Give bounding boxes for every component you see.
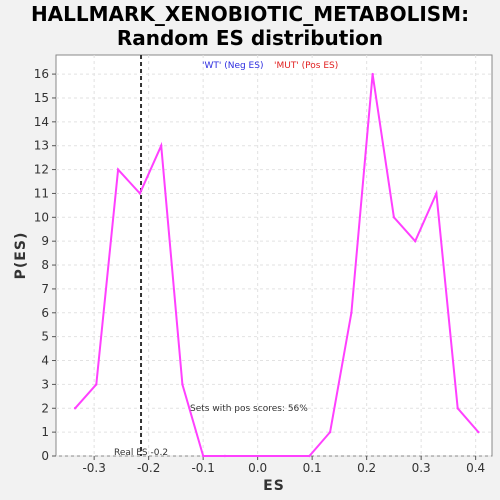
y-tick-label: 11 <box>34 186 49 200</box>
y-tick-label: 3 <box>41 377 49 391</box>
data-point <box>413 239 417 243</box>
y-tick-label: 13 <box>34 139 49 153</box>
x-tick-label: -0.1 <box>191 461 214 475</box>
data-point <box>477 430 480 434</box>
x-tick-label: 0.3 <box>412 461 431 475</box>
y-tick-label: 1 <box>41 425 49 439</box>
data-point <box>223 454 227 458</box>
x-tick-label: 0.0 <box>248 461 267 475</box>
y-tick-label: 8 <box>41 258 49 272</box>
data-point <box>159 144 163 147</box>
data-point <box>371 72 374 76</box>
grid-lines <box>56 55 492 457</box>
y-tick-label: 9 <box>41 234 49 248</box>
y-tick-label: 2 <box>41 401 49 415</box>
plot-area <box>55 54 493 457</box>
x-tick-label: 0.1 <box>303 461 322 475</box>
data-point <box>350 311 353 314</box>
y-tick-label: 0 <box>41 449 49 463</box>
data-point <box>73 407 77 410</box>
y-tick-label: 10 <box>34 210 49 224</box>
x-tick-label: -0.2 <box>137 461 160 475</box>
data-point <box>116 168 120 171</box>
y-tick-label: 16 <box>34 67 49 81</box>
y-tick-label: 7 <box>41 282 49 296</box>
data-point <box>95 383 98 386</box>
y-tick-label: 14 <box>34 115 49 129</box>
series-group <box>73 72 480 458</box>
x-tick-label: 0.4 <box>466 461 485 475</box>
legend-neg-label: 'WT' (Neg ES) <box>202 61 263 71</box>
data-point <box>138 192 142 195</box>
y-tick-label: 5 <box>41 330 49 344</box>
legend-pos-label: 'MUT' (Pos ES) <box>274 61 338 71</box>
data-point <box>181 383 184 386</box>
y-tick-label: 6 <box>41 306 49 320</box>
x-axis-title: ES <box>263 478 285 494</box>
y-axis-title: P(ES) <box>13 232 29 280</box>
x-tick-label: 0.2 <box>357 461 376 475</box>
chart-title: HALLMARK_XENOBIOTIC_METABOLISM: Random E… <box>0 2 500 50</box>
real-es-label: Real ES -0.2 <box>114 448 168 458</box>
data-point <box>392 216 396 219</box>
data-point <box>201 454 205 458</box>
y-tick-label: 15 <box>34 91 49 105</box>
chart-title-line1: HALLMARK_XENOBIOTIC_METABOLISM: <box>30 2 470 26</box>
data-point <box>456 407 459 410</box>
y-tick-label: 4 <box>41 354 49 368</box>
pos-scores-annotation: Sets with pos scores: 56% <box>190 404 308 414</box>
y-tick-label: 12 <box>34 163 49 177</box>
data-point <box>308 454 311 458</box>
data-point <box>328 430 332 434</box>
x-tick-label: -0.3 <box>82 461 105 475</box>
chart-title-line2: Random ES distribution <box>116 26 384 50</box>
x-axis: -0.3 -0.2 -0.1 0.0 0.1 0.2 0.3 0.4 <box>82 456 485 475</box>
data-point <box>435 192 438 195</box>
